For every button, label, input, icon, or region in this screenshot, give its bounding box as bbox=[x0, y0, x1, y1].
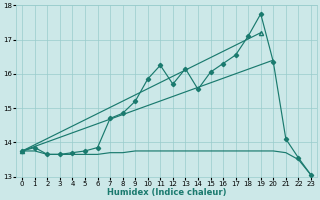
X-axis label: Humidex (Indice chaleur): Humidex (Indice chaleur) bbox=[107, 188, 226, 197]
